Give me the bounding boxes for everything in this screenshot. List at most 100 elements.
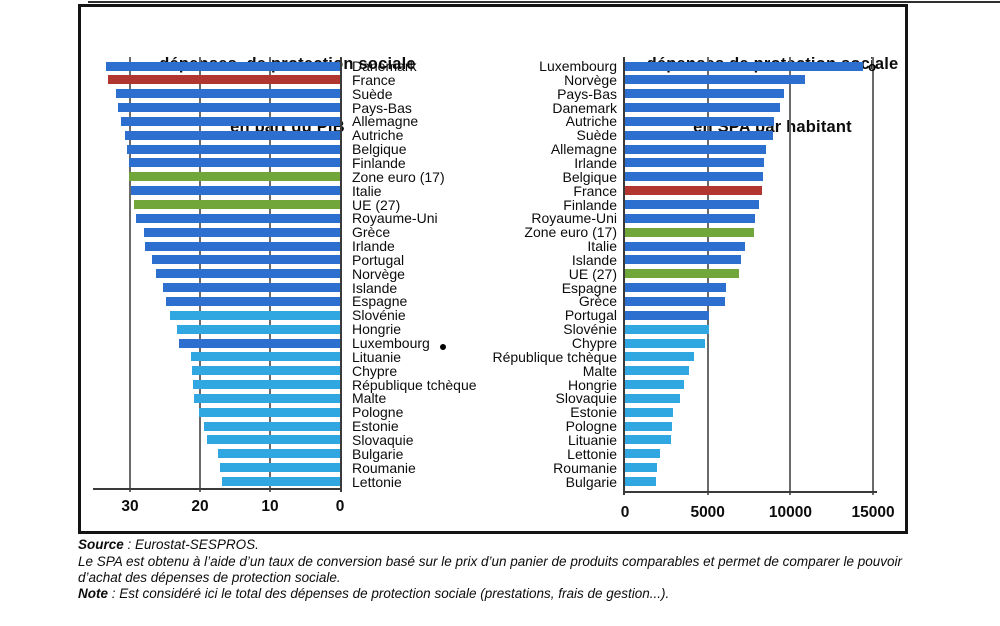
spa-bar-pays-bas bbox=[625, 89, 784, 99]
pib-label-republique-tcheque: République tchèque bbox=[352, 376, 477, 393]
spa-label-bulgarie: Bulgarie bbox=[565, 473, 617, 490]
pib-tick-30: 30 bbox=[121, 498, 139, 515]
spa-tick-10000: 10000 bbox=[768, 504, 812, 521]
pib-bar-belgique bbox=[127, 144, 340, 154]
pib-bar-suede bbox=[116, 89, 340, 99]
pib-bar-italie bbox=[130, 186, 340, 196]
source-prefix: Source bbox=[78, 537, 124, 552]
spa-label-slovenie: Slovénie bbox=[563, 321, 617, 338]
spa-bar-espagne bbox=[625, 283, 726, 293]
pib-bar-bulgarie bbox=[217, 449, 340, 459]
pib-label-chypre: Chypre bbox=[352, 362, 398, 379]
pib-bar-finlande bbox=[128, 158, 340, 168]
pib-label-espagne: Espagne bbox=[352, 293, 408, 310]
pib-bar-islande bbox=[162, 283, 340, 293]
note-text: : Est considéré ici le total des dépense… bbox=[108, 586, 670, 601]
spa-bar-luxembourg bbox=[625, 61, 864, 71]
spa-label-norvege: Norvège bbox=[564, 71, 617, 88]
spa-label-royaume-uni: Royaume-Uni bbox=[531, 210, 617, 227]
pib-label-danemark: Danemark bbox=[352, 58, 417, 74]
spa-label-allemagne: Allemagne bbox=[550, 141, 617, 158]
pib-label-portugal: Portugal bbox=[352, 251, 405, 268]
pib-bar-roumanie bbox=[220, 463, 340, 473]
spa-zero-axis bbox=[623, 57, 625, 495]
pib-label-finlande: Finlande bbox=[352, 154, 406, 171]
pib-bar-danemark bbox=[106, 61, 340, 71]
spa-bottom-axis bbox=[625, 491, 877, 493]
cropped-content-edge-line bbox=[88, 1, 1000, 3]
pib-bar-lettonie bbox=[222, 477, 340, 486]
spa-bar-hongrie bbox=[625, 380, 684, 390]
pib-label-suede: Suède bbox=[352, 85, 393, 102]
pib-label-france: France bbox=[352, 71, 396, 88]
pib-label-zone-euro-17: Zone euro (17) bbox=[352, 168, 445, 185]
pib-bar-irlande bbox=[144, 241, 340, 251]
pib-bar-norvege bbox=[155, 269, 340, 279]
pib-bar-espagne bbox=[165, 296, 340, 306]
pib-bar-pologne bbox=[199, 407, 340, 417]
spa-bar-ue-27 bbox=[625, 269, 740, 279]
pib-label-estonie: Estonie bbox=[352, 418, 399, 435]
spa-label-chypre: Chypre bbox=[571, 335, 617, 351]
pib-label-bulgarie: Bulgarie bbox=[352, 445, 404, 462]
spa-label-irlande: Irlande bbox=[574, 154, 617, 171]
pib-bar-ue-27 bbox=[134, 200, 340, 209]
spa-label-espagne: Espagne bbox=[561, 279, 617, 296]
note-prefix: Note bbox=[78, 586, 108, 601]
pib-tick-0: 0 bbox=[335, 498, 345, 515]
spa-bar-autriche bbox=[625, 116, 774, 126]
spa-bar-allemagne bbox=[625, 144, 766, 154]
source-text: : Eurostat-SESPROS. bbox=[123, 537, 259, 552]
pib-label-islande: Islande bbox=[352, 279, 398, 296]
spa-label-lettonie: Lettonie bbox=[567, 445, 617, 462]
spa-label-danemark: Danemark bbox=[552, 99, 617, 116]
spa-bar-finlande bbox=[625, 200, 759, 209]
spa-label-luxembourg: Luxembourg bbox=[539, 58, 617, 74]
pib-gridline-30 bbox=[129, 57, 131, 492]
spa-bar-zone-euro-17 bbox=[625, 227, 754, 237]
spa-label-estonie: Estonie bbox=[570, 404, 617, 421]
spa-label-italie: Italie bbox=[587, 238, 617, 255]
spa-tick-5000: 5000 bbox=[690, 504, 725, 521]
pib-bar-zone-euro-17 bbox=[129, 172, 340, 182]
spa-bar-norvege bbox=[625, 75, 806, 85]
spa-bar-portugal bbox=[625, 310, 710, 320]
spa-label-slovaquie: Slovaquie bbox=[555, 390, 618, 407]
spa-luxembourg-footnote-marker: o bbox=[868, 59, 877, 74]
pib-luxembourg-footnote-dot bbox=[440, 344, 446, 350]
spa-bar-lettonie bbox=[625, 449, 660, 459]
pib-bar-slovenie bbox=[169, 310, 340, 320]
spa-bar-slovaquie bbox=[625, 393, 680, 403]
spa-label-belgique: Belgique bbox=[562, 168, 618, 185]
pib-label-malte: Malte bbox=[352, 390, 387, 407]
spa-label-republique-tcheque: République tchèque bbox=[492, 348, 617, 365]
pib-label-italie: Italie bbox=[352, 182, 382, 199]
pib-bar-portugal bbox=[151, 255, 340, 265]
pib-label-allemagne: Allemagne bbox=[352, 113, 419, 130]
pib-bar-royaume-uni bbox=[135, 213, 340, 223]
pib-label-royaume-uni: Royaume-Uni bbox=[352, 210, 438, 227]
spa-bar-danemark bbox=[625, 103, 781, 113]
pib-bar-allemagne bbox=[120, 116, 340, 126]
spa-label-roumanie: Roumanie bbox=[553, 459, 617, 476]
pib-bar-france bbox=[107, 75, 340, 85]
spa-label-grece: Grèce bbox=[578, 293, 617, 310]
note-line: Note : Est considéré ici le total des dé… bbox=[78, 586, 926, 602]
pib-bottom-axis bbox=[93, 488, 342, 490]
spa-label-lituanie: Lituanie bbox=[567, 431, 617, 448]
pib-label-norvege: Norvège bbox=[352, 265, 405, 282]
spa-label-hongrie: Hongrie bbox=[567, 376, 617, 393]
pib-bar-republique-tcheque bbox=[193, 380, 340, 390]
spa-tick-0: 0 bbox=[620, 504, 630, 521]
pib-bar-lituanie bbox=[190, 352, 340, 362]
spa-gridline-15000 bbox=[872, 57, 875, 495]
pib-bar-luxembourg bbox=[179, 338, 340, 348]
spa-label-suede: Suède bbox=[576, 127, 617, 144]
spa-bar-france bbox=[625, 186, 763, 196]
spa-label-islande: Islande bbox=[571, 251, 617, 268]
spa-bar-belgique bbox=[625, 172, 764, 182]
pib-label-luxembourg: Luxembourg bbox=[352, 335, 430, 351]
spa-bar-italie bbox=[625, 241, 745, 251]
pib-tick-20: 20 bbox=[191, 498, 209, 515]
